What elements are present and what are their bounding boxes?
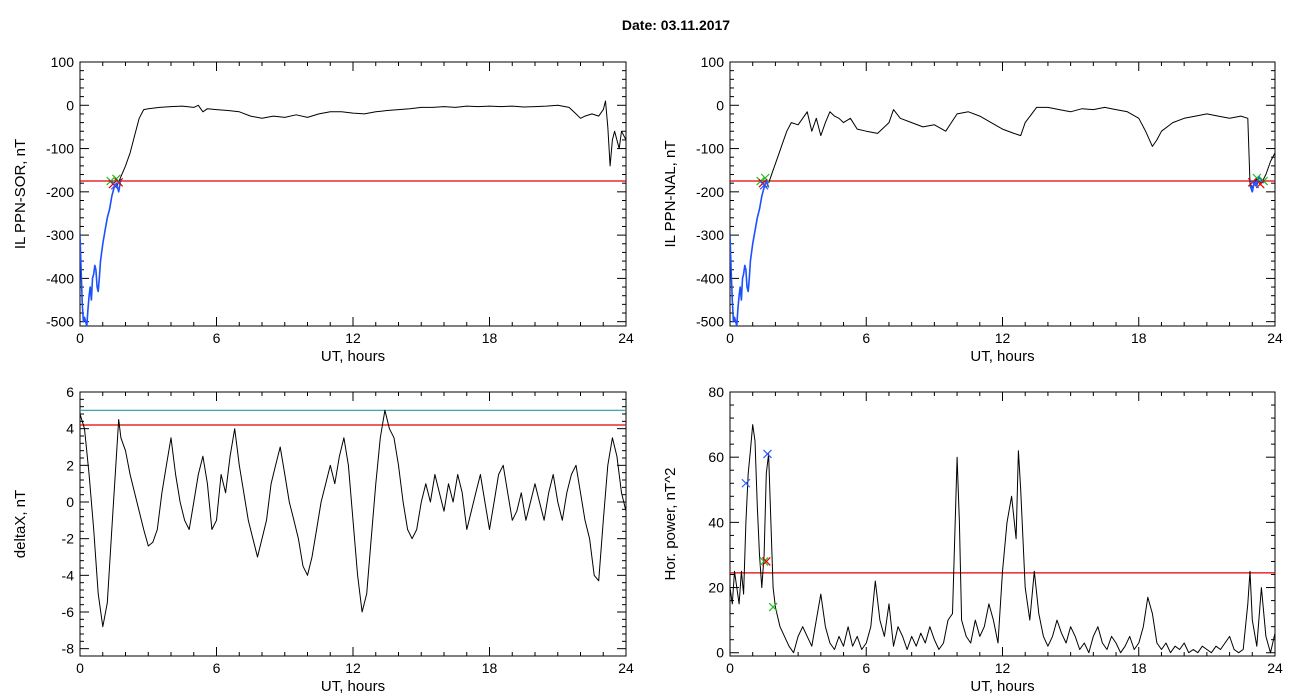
chart-hor-power: 0 6 12 18 24 80 60 40 20 0 UT, hours Hor. power, nT… (662, 384, 1283, 695)
series-line-0 (80, 409, 626, 628)
y-tick-label: -300 (46, 227, 74, 243)
marker-point (759, 557, 769, 566)
marker-point (758, 178, 768, 188)
x-tick-label: 18 (482, 660, 498, 676)
plot-area (730, 424, 1275, 654)
series-line-0 (115, 100, 626, 188)
y-tick-label: 4 (66, 421, 74, 437)
series-line-1 (730, 180, 770, 326)
x-tick-label: 18 (1131, 660, 1147, 676)
x-tick-label: 12 (345, 330, 361, 346)
y-tick-label: 80 (708, 384, 724, 400)
x-tick-label: 24 (618, 330, 634, 346)
y-tick-label: -2 (62, 531, 75, 547)
y-tick-label: -4 (62, 567, 75, 583)
y-tick-label: -6 (62, 604, 75, 620)
series-line-0 (730, 424, 1275, 654)
y-axis-label: IL PPN-NAL, nT (662, 141, 679, 248)
marker-point (768, 602, 778, 612)
x-axis-label: UT, hours (970, 678, 1034, 695)
x-tick-label: 24 (618, 660, 634, 676)
chart-ppn-sor: 0 6 12 18 24 100 0 -100 -200 -300 -400 -500 UT, hour… (12, 54, 634, 365)
y-tick-label: 0 (66, 97, 74, 113)
y-tick-label: 40 (708, 514, 724, 530)
x-tick-label: 24 (1267, 330, 1283, 346)
x-tick-label: 0 (726, 660, 734, 676)
x-tick-label: 6 (213, 330, 221, 346)
x-tick-label: 18 (1131, 330, 1147, 346)
x-tick-label: 12 (995, 660, 1011, 676)
chart-deltax: 0 6 12 18 24 6 4 2 0 -2 -4 -6 -8 UT, hours deltaX, nT (12, 384, 634, 695)
y-tick-label: 2 (66, 457, 74, 473)
plot-area (730, 106, 1275, 326)
marker-point (761, 557, 771, 566)
y-tick-label: 6 (66, 384, 74, 400)
y-tick-label: -100 (46, 141, 74, 157)
y-tick-label: 20 (708, 580, 724, 596)
y-tick-label: -100 (696, 141, 724, 157)
y-tick-label: -300 (696, 227, 724, 243)
series-line-1 (80, 178, 122, 326)
marker-point (759, 180, 769, 190)
marker-point (760, 173, 770, 183)
y-tick-label: 0 (716, 97, 724, 113)
marker-point (763, 449, 772, 459)
marker-point (741, 478, 751, 488)
y-tick-label: 0 (66, 494, 74, 510)
marker-point (1250, 179, 1259, 189)
x-axis-label: UT, hours (321, 348, 385, 365)
x-tick-label: 24 (1267, 660, 1283, 676)
plot-frame (729, 391, 1276, 657)
y-tick-label: 100 (51, 54, 75, 70)
y-axis-label: Hor. power, nT^2 (662, 468, 679, 581)
x-tick-label: 12 (995, 330, 1011, 346)
x-tick-label: 0 (76, 660, 84, 676)
y-tick-label: 100 (701, 54, 725, 70)
x-tick-label: 0 (76, 330, 84, 346)
y-tick-label: -200 (696, 184, 724, 200)
x-tick-label: 6 (862, 330, 870, 346)
y-tick-label: -400 (696, 270, 724, 286)
y-axis-label: IL PPN-SOR, nT (12, 139, 29, 249)
plot-area (80, 100, 626, 326)
chart-ppn-nal: 0 6 12 18 24 100 0 -100 -200 -300 -400 -500 UT, hour… (662, 54, 1283, 365)
marker-point (110, 180, 120, 190)
y-tick-label: -500 (46, 314, 74, 330)
x-axis-label: UT, hours (970, 348, 1034, 365)
x-axis-label: UT, hours (321, 678, 385, 695)
x-tick-label: 18 (482, 330, 498, 346)
y-tick-label: -200 (46, 184, 74, 200)
page-title: Date: 03.11.2017 (621, 17, 731, 33)
y-tick-label: -500 (696, 314, 724, 330)
x-tick-label: 12 (345, 660, 361, 676)
y-tick-label: 0 (716, 645, 724, 661)
y-tick-label: 60 (708, 449, 724, 465)
plot-frame (729, 61, 1276, 327)
plot-frame (79, 61, 627, 327)
y-tick-label: -400 (46, 270, 74, 286)
plot-area (80, 409, 626, 628)
x-tick-label: 0 (726, 330, 734, 346)
y-axis-label: deltaX, nT (12, 490, 29, 558)
series-line-0 (768, 106, 1275, 188)
x-tick-label: 6 (862, 660, 870, 676)
marker-point (108, 179, 118, 189)
y-tick-label: -8 (62, 641, 75, 657)
x-tick-label: 6 (213, 660, 221, 676)
